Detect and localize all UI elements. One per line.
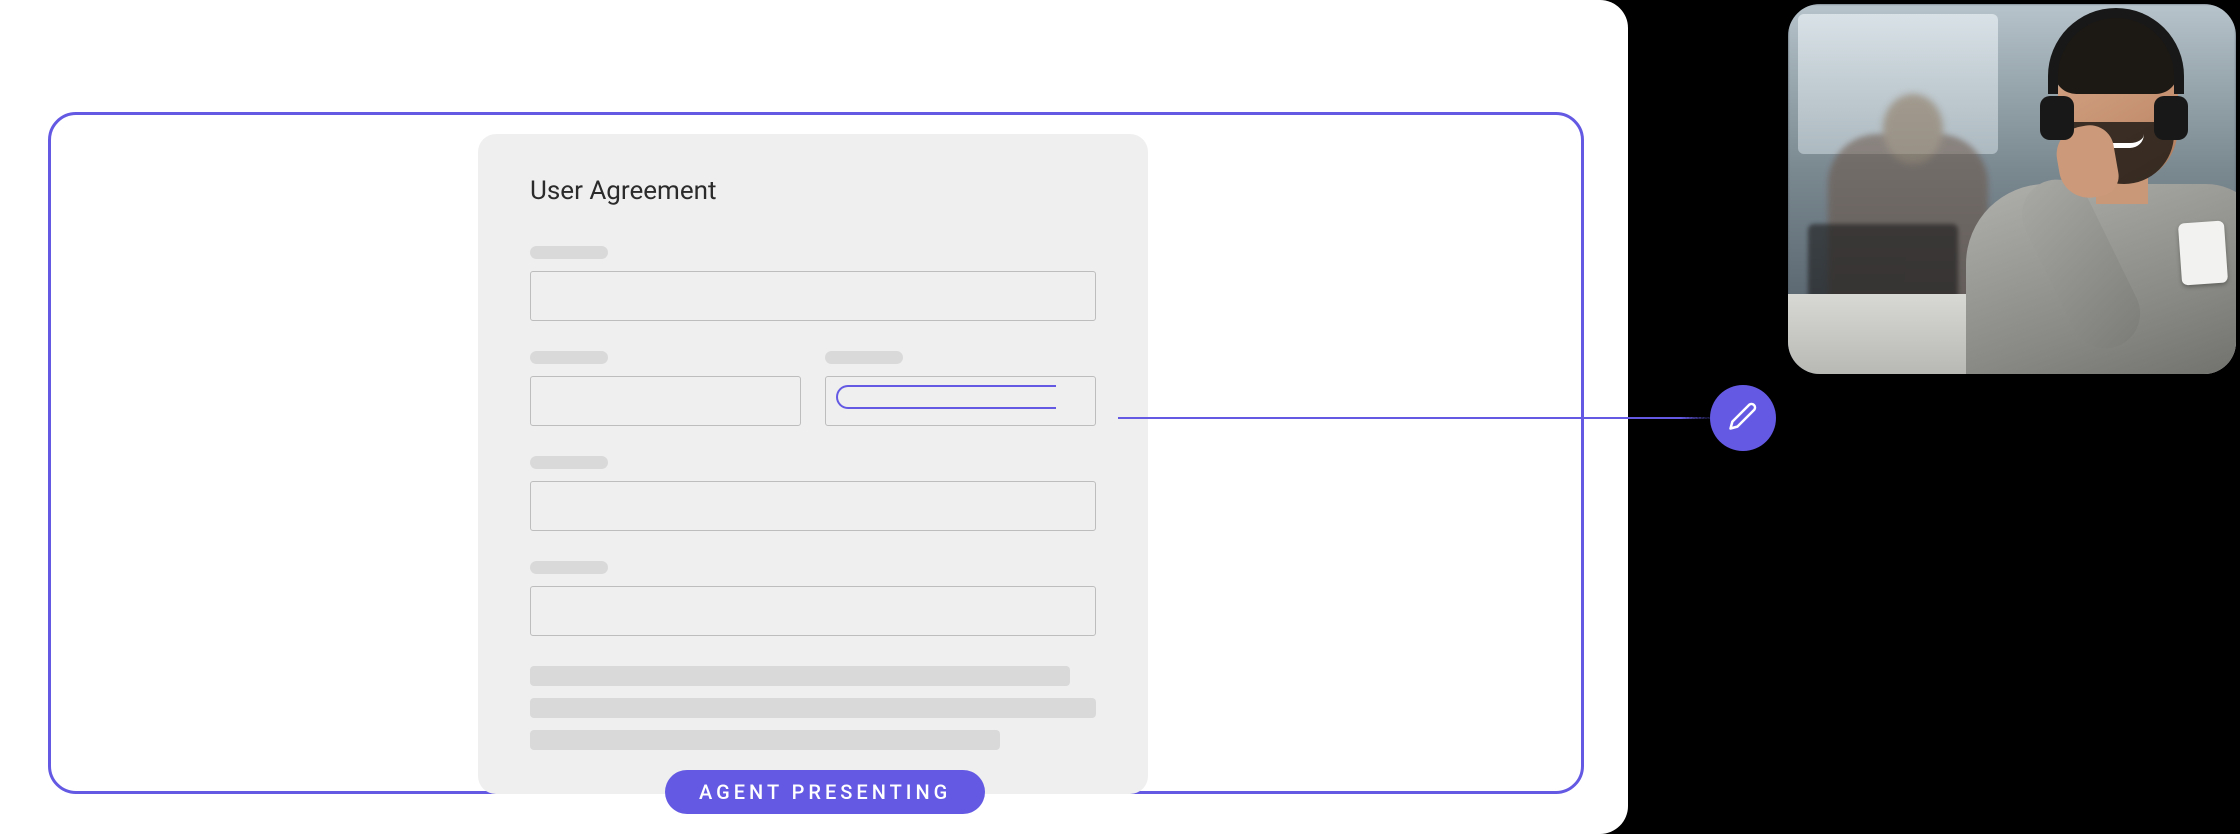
field-label-placeholder: [530, 456, 608, 469]
status-badge: AGENT PRESENTING: [665, 770, 985, 814]
field-label-placeholder: [530, 351, 608, 364]
edit-button-halo: [1680, 355, 1806, 481]
paragraph-placeholder: [530, 666, 1096, 750]
pencil-icon: [1728, 401, 1758, 435]
text-input[interactable]: [530, 481, 1096, 531]
edit-button[interactable]: [1710, 385, 1776, 451]
connector-line: [1118, 417, 1712, 419]
field-label-placeholder: [530, 561, 608, 574]
field-label-placeholder: [530, 246, 608, 259]
text-input[interactable]: [530, 271, 1096, 321]
agent-photo-placeholder: [1788, 4, 2236, 374]
field-label-placeholder: [825, 351, 903, 364]
edit-indicator: [836, 385, 1056, 409]
user-agreement-card: User Agreement: [478, 134, 1148, 794]
form-title: User Agreement: [530, 176, 1096, 206]
text-input[interactable]: [530, 376, 801, 426]
text-input-highlighted[interactable]: [825, 376, 1096, 426]
agent-video-thumbnail[interactable]: [1788, 4, 2236, 374]
text-input[interactable]: [530, 586, 1096, 636]
